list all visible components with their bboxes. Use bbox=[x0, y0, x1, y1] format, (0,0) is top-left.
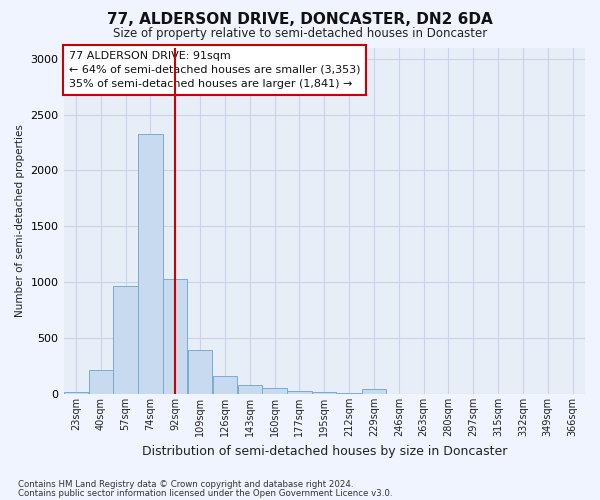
Bar bbox=[362, 389, 386, 394]
Bar bbox=[287, 390, 311, 394]
Text: Contains HM Land Registry data © Crown copyright and database right 2024.: Contains HM Land Registry data © Crown c… bbox=[18, 480, 353, 489]
Bar bbox=[213, 376, 237, 394]
Bar bbox=[262, 388, 287, 394]
Text: 77 ALDERSON DRIVE: 91sqm
← 64% of semi-detached houses are smaller (3,353)
35% o: 77 ALDERSON DRIVE: 91sqm ← 64% of semi-d… bbox=[69, 51, 360, 89]
Bar bbox=[138, 134, 163, 394]
Bar bbox=[113, 286, 138, 394]
Text: Size of property relative to semi-detached houses in Doncaster: Size of property relative to semi-detach… bbox=[113, 28, 487, 40]
Bar bbox=[312, 392, 337, 394]
Bar bbox=[64, 392, 88, 394]
Bar bbox=[188, 350, 212, 394]
Bar bbox=[337, 392, 361, 394]
Text: 77, ALDERSON DRIVE, DONCASTER, DN2 6DA: 77, ALDERSON DRIVE, DONCASTER, DN2 6DA bbox=[107, 12, 493, 28]
Y-axis label: Number of semi-detached properties: Number of semi-detached properties bbox=[15, 124, 25, 317]
Bar bbox=[89, 370, 113, 394]
Bar bbox=[163, 279, 187, 394]
Bar bbox=[238, 384, 262, 394]
X-axis label: Distribution of semi-detached houses by size in Doncaster: Distribution of semi-detached houses by … bbox=[142, 444, 507, 458]
Text: Contains public sector information licensed under the Open Government Licence v3: Contains public sector information licen… bbox=[18, 488, 392, 498]
